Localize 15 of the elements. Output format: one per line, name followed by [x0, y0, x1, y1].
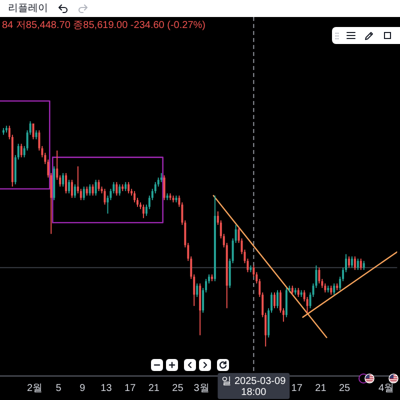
- x-tick-label: 17: [124, 382, 136, 394]
- text: 리플레이: [8, 2, 48, 14]
- x-tick-label: 21: [148, 382, 160, 394]
- x-tick-label: 25: [172, 382, 184, 394]
- x-tick-label: 21: [315, 382, 327, 394]
- x-tick-label: 4월: [378, 382, 394, 394]
- x-tick-label: 5: [56, 382, 62, 394]
- x-tick-label: 13: [100, 382, 112, 394]
- x-tick-label: 9: [80, 382, 86, 394]
- x-tick-label: 2월: [26, 382, 43, 394]
- chart-subtitle: 84 저85,448.70 종85,619.00 -234.60 (-0.27%): [2, 20, 206, 32]
- x-tick-label: 25: [338, 382, 351, 394]
- x-tick-label: 3월: [194, 382, 210, 394]
- x-tick-label: 17: [291, 382, 303, 394]
- ref-line-label: 일 2025-03-09 18:00: [222, 376, 286, 398]
